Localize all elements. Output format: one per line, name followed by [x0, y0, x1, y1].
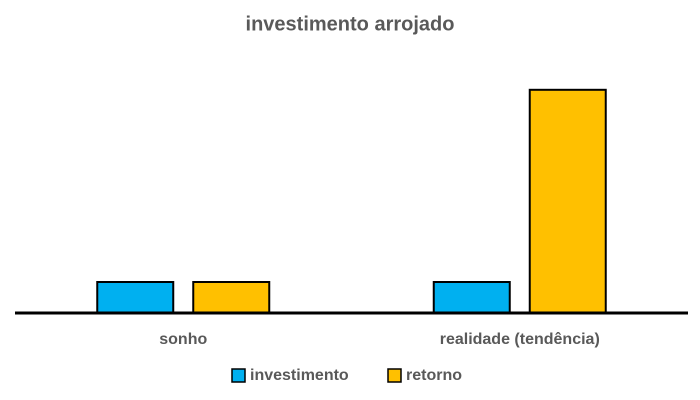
- bar: [432, 281, 511, 314]
- bar: [192, 281, 271, 314]
- legend-label: investimento: [250, 367, 349, 384]
- legend-swatch: [231, 368, 246, 383]
- x-tick-label: realidade (tendência): [440, 331, 600, 348]
- bar: [528, 88, 607, 314]
- legend-swatch: [387, 368, 402, 383]
- bar: [96, 281, 175, 314]
- x-tick-label: sonho: [159, 331, 207, 348]
- chart-title: investimento arrojado: [246, 13, 455, 35]
- legend-label: retorno: [406, 367, 462, 384]
